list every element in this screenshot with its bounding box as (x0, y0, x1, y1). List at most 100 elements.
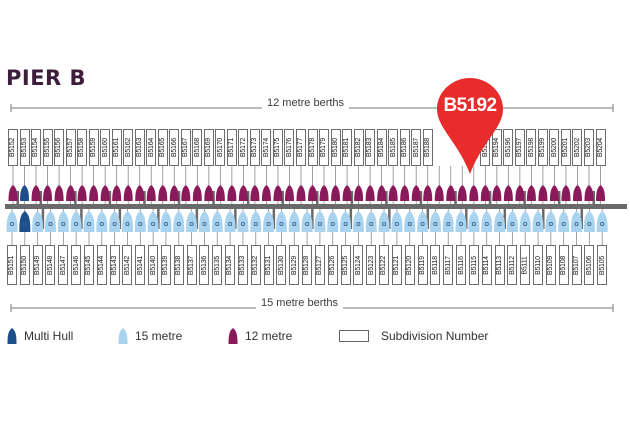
bottom-finger-pontoon (195, 209, 199, 229)
top-range-label: 12 metre berths (262, 97, 350, 109)
legend-12-metre-label: 12 metre (245, 329, 293, 343)
berth-id: B5187 (412, 137, 420, 158)
multi-hull-boat-icon (20, 185, 30, 201)
fifteen-metre-boat-icon (494, 211, 506, 232)
boat-cleat-icon (600, 221, 605, 226)
fifteen-metre-boat-icon (250, 211, 262, 232)
berth-id: B5159 (90, 137, 98, 158)
berth-label-b5182: B5182 (353, 129, 364, 166)
boat-cleat-icon (9, 221, 14, 226)
fifteen-metre-boat-icon (198, 211, 210, 232)
berth-id: B5111 (521, 255, 529, 275)
berth-label-b5132: B5132 (250, 245, 261, 285)
berth-label-b5144: B5144 (96, 245, 107, 285)
top-finger-pontoon (39, 191, 43, 204)
berth-label-b5119: B5119 (417, 245, 428, 285)
berth-id: B5175 (274, 137, 282, 158)
bottom-finger-pontoon (234, 209, 237, 229)
berth-id: B5133 (239, 255, 247, 275)
top-finger-pontoon (246, 191, 250, 204)
boat-cleat-icon (433, 221, 438, 226)
twelve-metre-boat-icon (112, 185, 122, 201)
boat-cleat-icon (587, 221, 592, 226)
berth-label-b5168: B5168 (192, 129, 203, 166)
berth-id: B5146 (72, 255, 80, 275)
fifteen-metre-boat-icon (314, 211, 326, 232)
twelve-metre-boat-icon (227, 185, 237, 201)
berth-id: B5200 (550, 137, 558, 158)
boat-cleat-icon (523, 221, 528, 226)
boat-cleat-icon (86, 221, 91, 226)
twelve-metre-boat-icon (135, 185, 145, 201)
berth-label-b5162: B5162 (123, 129, 134, 166)
berth-id: B5181 (343, 137, 351, 158)
boat-cleat-icon (189, 221, 194, 226)
berth-label-b5201: B5201 (560, 129, 571, 166)
twelve-metre-boat-icon (469, 185, 479, 201)
berth-id: B5134 (226, 255, 234, 275)
berth-label-b5128: B5128 (302, 245, 313, 285)
twelve-metre-boat-icon (331, 185, 341, 201)
boat-cleat-icon (240, 221, 245, 226)
top-finger-pontoon (523, 191, 526, 204)
legend-subdivision-label: Subdivision Number (381, 329, 489, 343)
berth-id: B5202 (573, 137, 581, 158)
berth-label-b5165: B5165 (157, 129, 168, 166)
berth-label-b5154: B5154 (31, 129, 42, 166)
boat-cleat-icon (343, 221, 348, 226)
berth-id: B5108 (560, 255, 568, 275)
berth-id: B5197 (516, 137, 524, 158)
twelve-metre-boat-icon (526, 185, 536, 201)
twelve-metre-boat-icon (169, 185, 179, 201)
boat-cleat-icon (176, 221, 181, 226)
berth-id: B5143 (111, 255, 119, 275)
fifteen-metre-boat-icon (352, 211, 364, 232)
berth-id: B5176 (285, 137, 293, 158)
main-pier-walkway (5, 204, 627, 209)
berth-label-b5160: B5160 (100, 129, 111, 166)
berth-label-b5116: B5116 (456, 245, 467, 285)
berth-label-b5151: B5151 (7, 245, 17, 285)
highlight-berth-label: B5192 (443, 95, 498, 116)
fifteen-metre-boat-icon (391, 211, 403, 232)
legend-15-metre-label: 15 metre (135, 329, 183, 343)
twelve-metre-boat-icon (480, 185, 490, 201)
berth-label-b5186: B5186 (399, 129, 410, 166)
berth-label-b5121: B5121 (391, 245, 402, 285)
berth-id: B5204 (597, 137, 605, 158)
berth-id: B5116 (457, 255, 465, 275)
berth-id: B5148 (46, 255, 54, 275)
twelve-metre-boat-icon (572, 185, 582, 201)
fifteen-metre-boat-icon (340, 211, 352, 232)
berth-label-b5159: B5159 (88, 129, 99, 166)
twelve-metre-boat-icon (192, 185, 202, 201)
fifteen-metre-boat-icon (6, 211, 18, 232)
fifteen-metre-boat-icon (44, 211, 56, 232)
pier-title: PIER B (6, 66, 87, 90)
berth-id: B5153 (21, 137, 29, 158)
berth-id: B5138 (175, 255, 183, 275)
top-finger-pontoon (316, 191, 319, 204)
boat-cleat-icon (138, 221, 143, 226)
fifteen-metre-boat-icon (147, 211, 159, 232)
berth-label-b5158: B5158 (77, 129, 88, 166)
multi-hull-boat-icon (19, 211, 31, 232)
berth-label-b5150: B5150 (19, 245, 30, 285)
top-finger-pontoon (281, 191, 284, 204)
berth-label-b5115: B5115 (468, 245, 479, 285)
berth-label-b5152: B5152 (8, 129, 18, 166)
twelve-metre-boat-icon (584, 185, 594, 201)
twelve-metre-boat-icon (89, 185, 99, 201)
boat-cleat-icon (305, 221, 310, 226)
berth-label-b5142: B5142 (122, 245, 133, 285)
berth-label-b5129: B5129 (289, 245, 300, 285)
twelve-metre-boat-icon (43, 185, 53, 201)
twelve-metre-boat-icon (273, 185, 283, 201)
berth-label-b5110: B5110 (533, 245, 544, 285)
fifteen-metre-boat-icon (519, 211, 531, 232)
berth-label-b5136: B5136 (199, 245, 210, 285)
boat-cleat-icon (151, 221, 156, 226)
twelve-metre-boat-icon (446, 185, 456, 201)
twelve-metre-boat-icon (423, 185, 433, 201)
